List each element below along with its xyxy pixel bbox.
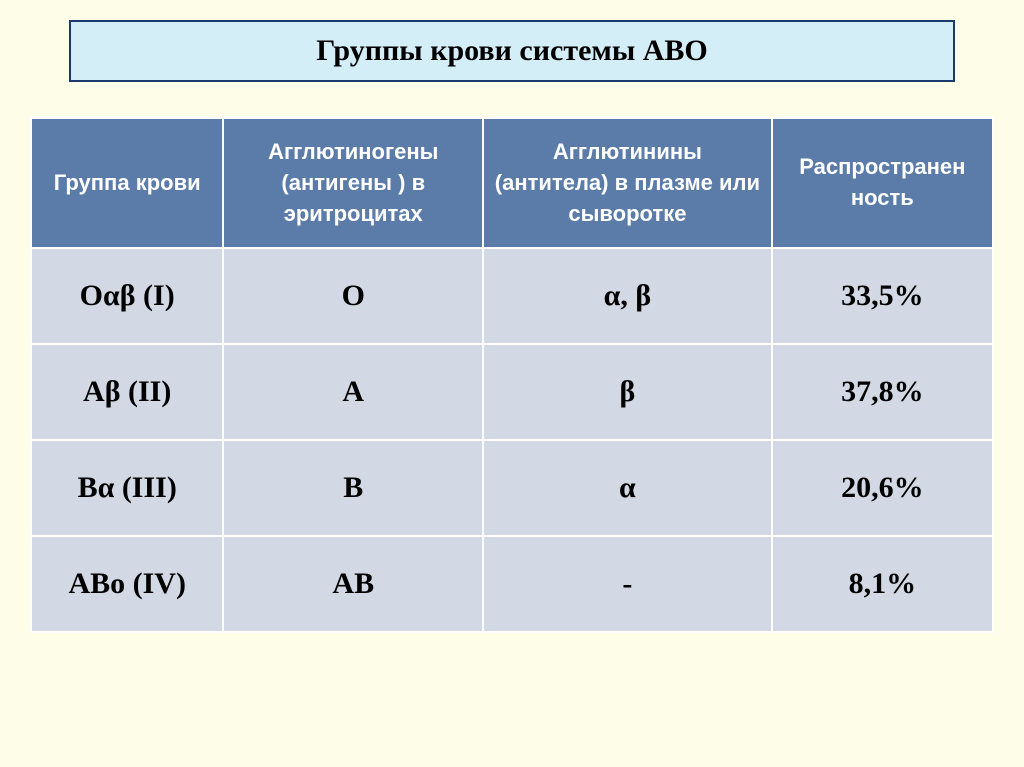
cell-group: Оαβ (I) <box>31 248 223 344</box>
cell-antibodies: α, β <box>483 248 772 344</box>
column-header-antibodies: Агглютинины (антитела) в плазме или сыво… <box>483 118 772 248</box>
cell-antigens: АВ <box>223 536 483 632</box>
cell-prevalence: 37,8% <box>772 344 993 440</box>
title-container: Группы крови системы АВО <box>69 20 956 82</box>
table-row: Аβ (II) А β 37,8% <box>31 344 993 440</box>
cell-prevalence: 8,1% <box>772 536 993 632</box>
table-header-row: Группа крови Агглютиногены (антигены ) в… <box>31 118 993 248</box>
cell-group: АВо (IV) <box>31 536 223 632</box>
cell-prevalence: 20,6% <box>772 440 993 536</box>
column-header-antigens: Агглютиногены (антигены ) в эритроцитах <box>223 118 483 248</box>
table-row: Вα (III) В α 20,6% <box>31 440 993 536</box>
cell-group: Аβ (II) <box>31 344 223 440</box>
cell-antibodies: α <box>483 440 772 536</box>
cell-antigens: А <box>223 344 483 440</box>
table-row: АВо (IV) АВ - 8,1% <box>31 536 993 632</box>
cell-group: Вα (III) <box>31 440 223 536</box>
column-header-group: Группа крови <box>31 118 223 248</box>
cell-prevalence: 33,5% <box>772 248 993 344</box>
cell-antibodies: β <box>483 344 772 440</box>
page-title: Группы крови системы АВО <box>91 34 934 68</box>
cell-antibodies: - <box>483 536 772 632</box>
cell-antigens: В <box>223 440 483 536</box>
blood-groups-table: Группа крови Агглютиногены (антигены ) в… <box>30 117 994 633</box>
column-header-prevalence: Распространен ность <box>772 118 993 248</box>
table-row: Оαβ (I) О α, β 33,5% <box>31 248 993 344</box>
cell-antigens: О <box>223 248 483 344</box>
